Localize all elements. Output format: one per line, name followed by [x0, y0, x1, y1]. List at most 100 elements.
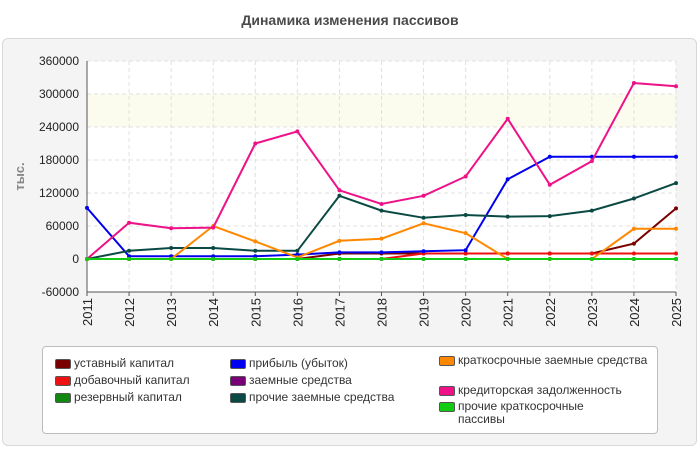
data-point — [127, 220, 132, 225]
data-point — [505, 116, 510, 121]
data-point — [337, 250, 342, 255]
legend-label: прочие заемные средства — [249, 390, 395, 404]
data-point — [674, 206, 678, 211]
x-tick-label: 2020 — [459, 298, 474, 327]
legend-label: добавочный капитал — [74, 373, 190, 387]
legend-item-zaemnye-sredstva: заемные средства — [230, 374, 430, 387]
y-tick-label: 60000 — [46, 219, 80, 233]
y-axis-label: тыс. — [12, 162, 27, 190]
data-point — [674, 84, 678, 89]
data-point — [463, 231, 468, 236]
legend-item-pribyl: прибыль (убыток) — [230, 357, 430, 370]
data-point — [169, 226, 174, 231]
x-tick-label: 2024 — [627, 298, 642, 327]
data-point — [631, 81, 636, 85]
legend-swatch — [439, 386, 455, 396]
data-point — [127, 248, 132, 253]
data-point — [421, 221, 426, 226]
data-point — [631, 241, 636, 246]
data-point — [463, 257, 468, 261]
data-point — [253, 239, 258, 244]
x-tick-label: 2014 — [206, 298, 221, 327]
legend-label: резервный капитал — [74, 390, 182, 404]
data-point — [337, 257, 342, 261]
data-point — [337, 188, 342, 193]
data-point — [379, 208, 384, 213]
x-tick-label: 2012 — [122, 298, 137, 327]
data-point — [169, 257, 174, 261]
data-point — [547, 214, 552, 219]
data-point — [589, 257, 594, 261]
data-point — [674, 251, 678, 256]
data-point — [505, 177, 510, 182]
data-point — [169, 246, 174, 250]
legend-item-prochie-zaemnye: прочие заемные средства — [230, 391, 440, 404]
data-point — [211, 254, 216, 259]
x-tick-label: 2016 — [290, 298, 305, 327]
data-point — [295, 252, 300, 257]
legend-swatch — [55, 393, 71, 403]
data-point — [631, 226, 636, 231]
data-point — [505, 257, 510, 261]
x-tick-label: 2019 — [417, 298, 432, 327]
data-point — [421, 257, 426, 261]
legend-swatch — [230, 359, 246, 369]
data-point — [421, 249, 426, 254]
data-point — [85, 257, 89, 261]
data-point — [589, 251, 594, 256]
data-point — [631, 257, 636, 261]
data-point — [253, 254, 258, 259]
x-tick-label: 2011 — [80, 298, 95, 326]
data-point — [211, 257, 216, 261]
legend-item-kreditorskaya: кредиторская задолженность — [439, 384, 654, 397]
data-point — [463, 213, 468, 217]
data-point — [337, 238, 342, 243]
data-point — [547, 182, 552, 187]
data-point — [674, 181, 678, 186]
legend-item-dobavochny-kapital: добавочный капитал — [55, 374, 225, 387]
data-point — [379, 202, 384, 206]
data-point — [547, 154, 552, 159]
x-tick-label: 2025 — [669, 298, 684, 327]
chart-legend: уставный капитал добавочный капитал резе… — [42, 346, 658, 434]
data-point — [253, 248, 258, 253]
legend-swatch — [55, 359, 71, 369]
data-point — [379, 257, 384, 261]
data-point — [421, 193, 426, 198]
data-point — [253, 141, 258, 146]
y-tick-label: 360000 — [39, 54, 79, 68]
data-point — [505, 251, 510, 256]
y-tick-label: -60000 — [42, 285, 80, 299]
data-point — [379, 236, 384, 241]
legend-label: краткосрочные заемные средства — [458, 353, 648, 367]
data-point — [211, 225, 216, 230]
legend-label: заемные средства — [249, 373, 352, 387]
data-point — [85, 205, 89, 210]
data-point — [589, 208, 594, 213]
x-tick-label: 2013 — [164, 298, 179, 327]
legend-label: кредиторская задолженность — [458, 383, 622, 397]
data-point — [547, 257, 552, 261]
data-point — [631, 251, 636, 256]
data-point — [505, 214, 510, 219]
data-point — [547, 251, 552, 256]
legend-swatch — [439, 356, 455, 366]
legend-item-ustavny-kapital: уставный капитал — [55, 357, 225, 370]
y-tick-label: 240000 — [39, 120, 79, 134]
data-point — [253, 257, 258, 261]
x-tick-label: 2021 — [501, 298, 516, 327]
data-point — [674, 154, 678, 159]
legend-swatch — [439, 402, 455, 412]
legend-swatch — [55, 376, 71, 386]
legend-label: прочие краткосрочные пассивы — [458, 399, 584, 426]
legend-label: уставный капитал — [74, 356, 174, 370]
x-tick-label: 2017 — [332, 298, 347, 327]
legend-item-prochie-kratkosrochnye: прочие краткосрочные пассивы — [439, 400, 629, 426]
data-point — [421, 215, 426, 220]
data-point — [631, 154, 636, 159]
legend-swatch — [230, 393, 246, 403]
data-point — [631, 196, 636, 201]
legend-swatch — [230, 376, 246, 386]
legend-label: прибыль (убыток) — [249, 356, 348, 370]
data-point — [211, 246, 216, 250]
